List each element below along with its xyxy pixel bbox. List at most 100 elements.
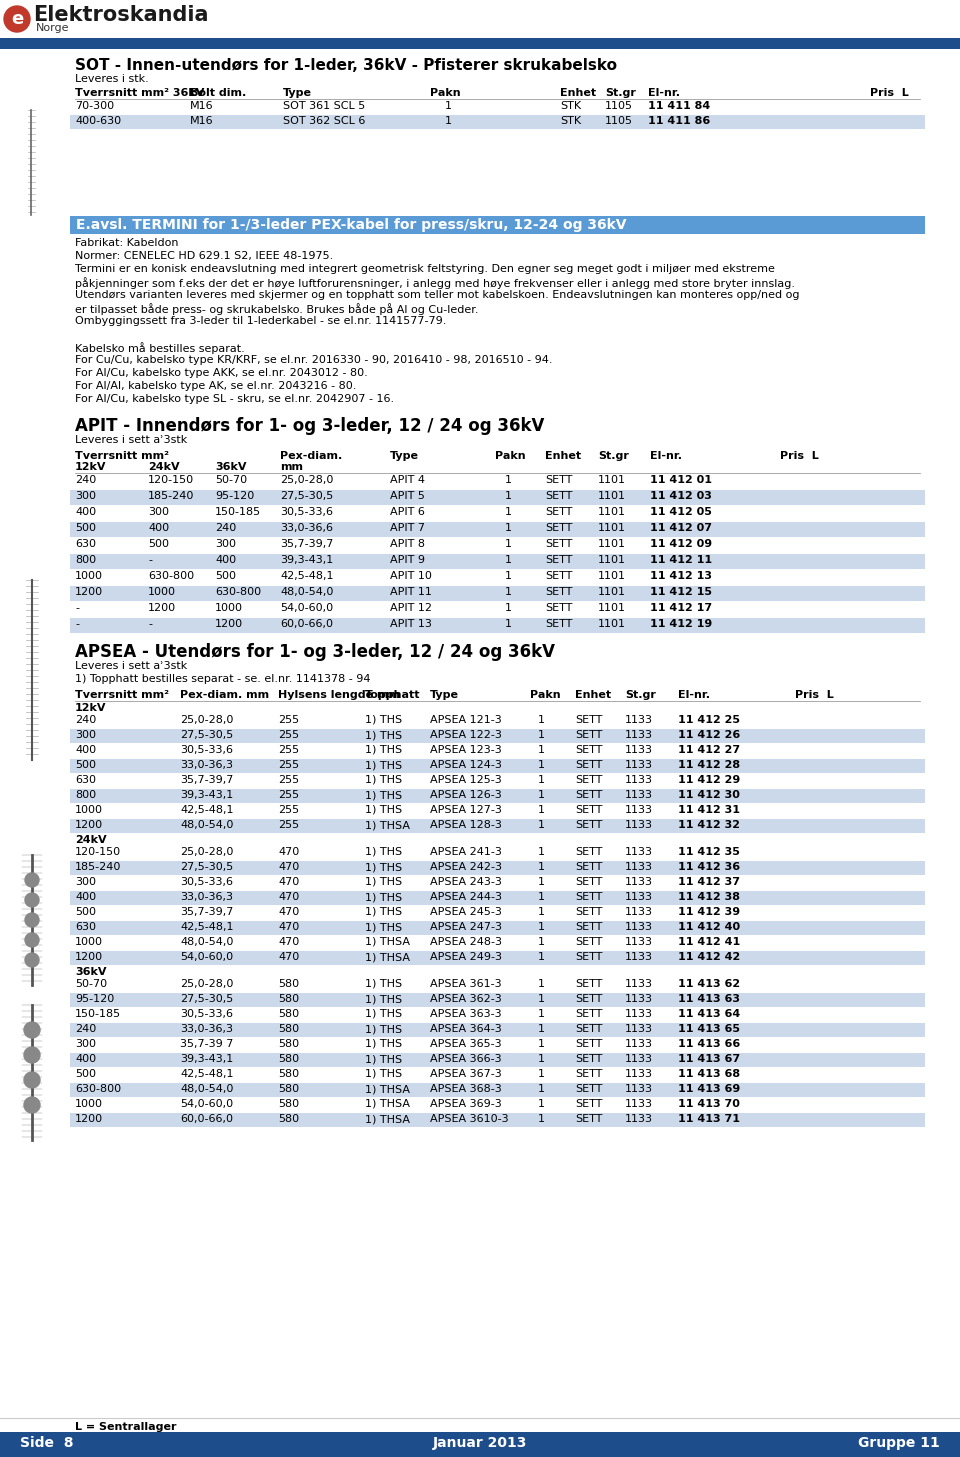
- Text: 240: 240: [75, 1024, 96, 1034]
- Text: STK: STK: [560, 101, 581, 111]
- Text: Enhet: Enhet: [575, 691, 612, 699]
- Bar: [70, 892, 925, 905]
- Text: L = Sentrallager: L = Sentrallager: [75, 1422, 177, 1432]
- Text: SETT: SETT: [575, 847, 602, 857]
- Text: 1000: 1000: [215, 603, 243, 613]
- Text: 1101: 1101: [598, 587, 626, 597]
- Text: 1133: 1133: [625, 908, 653, 916]
- Text: 1200: 1200: [215, 619, 243, 629]
- Text: 120-150: 120-150: [75, 847, 121, 857]
- Text: 1200: 1200: [75, 587, 103, 597]
- Text: 11 413 70: 11 413 70: [678, 1099, 740, 1109]
- Text: 95-120: 95-120: [215, 491, 254, 501]
- Text: SETT: SETT: [575, 1039, 602, 1049]
- Text: APIT 10: APIT 10: [390, 571, 432, 581]
- Text: El-nr.: El-nr.: [650, 452, 682, 460]
- Bar: [70, 819, 925, 833]
- Text: 400-630: 400-630: [75, 117, 121, 125]
- Circle shape: [24, 1072, 40, 1088]
- Text: 1133: 1133: [625, 1039, 653, 1049]
- Text: 1133: 1133: [625, 877, 653, 887]
- Text: 185-240: 185-240: [75, 863, 121, 871]
- Text: SETT: SETT: [575, 1024, 602, 1034]
- Text: 11 412 39: 11 412 39: [678, 908, 740, 916]
- Text: APSEA 364-3: APSEA 364-3: [430, 1024, 502, 1034]
- Text: 150-185: 150-185: [75, 1010, 121, 1018]
- Text: 39,3-43,1: 39,3-43,1: [180, 1053, 233, 1064]
- Text: SETT: SETT: [545, 619, 572, 629]
- Text: 1: 1: [505, 539, 512, 549]
- Text: 1: 1: [505, 491, 512, 501]
- Text: 1200: 1200: [75, 951, 103, 962]
- Text: 500: 500: [75, 523, 96, 533]
- Text: 1: 1: [538, 1024, 545, 1034]
- Text: Tverrsnitt mm²: Tverrsnitt mm²: [75, 691, 169, 699]
- Text: 580: 580: [278, 979, 300, 989]
- Text: -: -: [75, 619, 79, 629]
- Text: 60,0-66,0: 60,0-66,0: [180, 1115, 233, 1123]
- Text: 1133: 1133: [625, 937, 653, 947]
- Circle shape: [25, 932, 39, 947]
- Text: 11 412 11: 11 412 11: [650, 555, 712, 565]
- Text: Hylsens lengde mm: Hylsens lengde mm: [278, 691, 400, 699]
- Text: APIT 5: APIT 5: [390, 491, 425, 501]
- Text: M16: M16: [190, 117, 214, 125]
- Text: Pris  L: Pris L: [795, 691, 833, 699]
- Text: SETT: SETT: [575, 937, 602, 947]
- Text: 470: 470: [278, 877, 300, 887]
- Text: 1000: 1000: [75, 937, 103, 947]
- Text: er tilpasset både press- og skrukabelsko. Brukes både på Al og Cu-leder.: er tilpasset både press- og skrukabelsko…: [75, 303, 478, 315]
- Bar: [70, 618, 925, 632]
- Text: 1000: 1000: [75, 571, 103, 581]
- Text: 1133: 1133: [625, 1084, 653, 1094]
- Text: 11 413 67: 11 413 67: [678, 1053, 740, 1064]
- Text: 580: 580: [278, 1053, 300, 1064]
- Text: 1: 1: [538, 820, 545, 830]
- Text: 11 413 63: 11 413 63: [678, 994, 740, 1004]
- Text: -: -: [75, 603, 79, 613]
- Text: mm: mm: [280, 462, 303, 472]
- Text: 400: 400: [75, 745, 96, 755]
- Text: APSEA 243-3: APSEA 243-3: [430, 877, 502, 887]
- Text: 1) THS: 1) THS: [365, 806, 402, 814]
- Text: 1: 1: [538, 877, 545, 887]
- Text: SETT: SETT: [545, 523, 572, 533]
- Text: 255: 255: [278, 806, 300, 814]
- Text: 60,0-66,0: 60,0-66,0: [280, 619, 333, 629]
- Text: 255: 255: [278, 761, 300, 769]
- Text: Tverrsnitt mm²: Tverrsnitt mm²: [75, 452, 169, 460]
- Text: 255: 255: [278, 820, 300, 830]
- Text: 11 413 64: 11 413 64: [678, 1010, 740, 1018]
- Text: 1: 1: [538, 745, 545, 755]
- Text: 1101: 1101: [598, 619, 626, 629]
- Text: SETT: SETT: [575, 715, 602, 726]
- Text: 11 413 68: 11 413 68: [678, 1069, 740, 1080]
- Text: STK: STK: [560, 117, 581, 125]
- Text: 11 413 65: 11 413 65: [678, 1024, 740, 1034]
- Text: Fabrikat: Kabeldon: Fabrikat: Kabeldon: [75, 237, 179, 248]
- Text: Gruppe 11: Gruppe 11: [858, 1437, 940, 1450]
- Text: 470: 470: [278, 847, 300, 857]
- Text: 95-120: 95-120: [75, 994, 114, 1004]
- Text: 630: 630: [75, 922, 96, 932]
- Text: 1133: 1133: [625, 820, 653, 830]
- Text: APIT - Innendørs for 1- og 3-leder, 12 / 24 og 36kV: APIT - Innendørs for 1- og 3-leder, 12 /…: [75, 417, 544, 436]
- Text: 470: 470: [278, 908, 300, 916]
- Text: 11 412 07: 11 412 07: [650, 523, 712, 533]
- Text: 1: 1: [505, 555, 512, 565]
- Text: SETT: SETT: [575, 1099, 602, 1109]
- Text: SETT: SETT: [575, 877, 602, 887]
- Text: 11 412 27: 11 412 27: [678, 745, 740, 755]
- Text: 11 412 37: 11 412 37: [678, 877, 740, 887]
- Text: 1101: 1101: [598, 571, 626, 581]
- Circle shape: [24, 1097, 40, 1113]
- Text: SETT: SETT: [575, 892, 602, 902]
- Text: SETT: SETT: [545, 539, 572, 549]
- Text: 1: 1: [538, 715, 545, 726]
- Text: 1: 1: [538, 1010, 545, 1018]
- Text: 1: 1: [505, 571, 512, 581]
- Text: 400: 400: [75, 892, 96, 902]
- Text: SOT 362 SCL 6: SOT 362 SCL 6: [283, 117, 366, 125]
- Text: 54,0-60,0: 54,0-60,0: [180, 951, 233, 962]
- Bar: [70, 994, 925, 1007]
